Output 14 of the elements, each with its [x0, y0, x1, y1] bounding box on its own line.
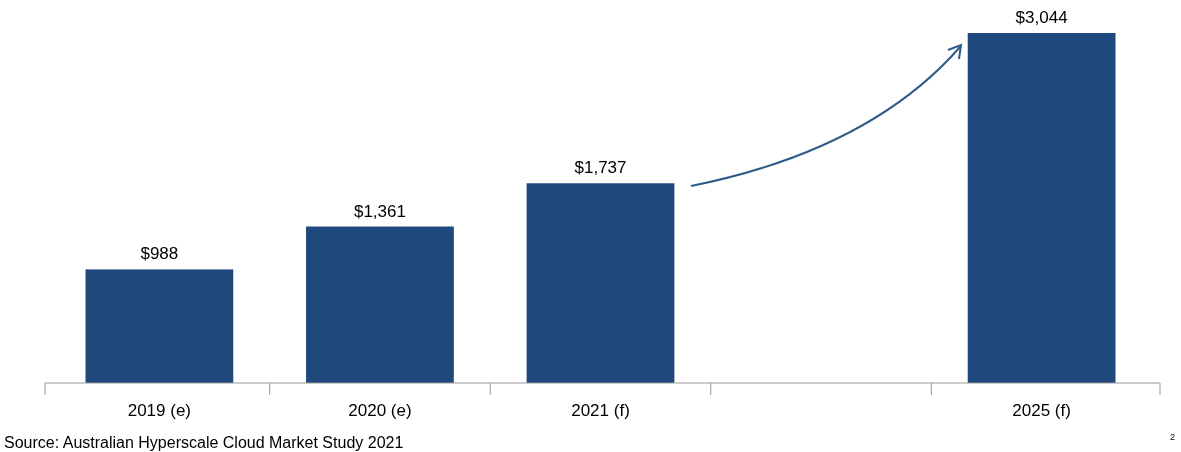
x-tick-label: 2020 (e)	[348, 401, 412, 420]
x-tick-label: 2021 (f)	[571, 401, 630, 420]
data-label: $1,737	[574, 158, 627, 178]
x-tick-label: 2019 (e)	[127, 401, 192, 420]
bar	[526, 183, 675, 383]
text: 2	[1170, 432, 1176, 442]
data-label: $988	[140, 244, 179, 264]
data-label: $3,044	[1015, 8, 1068, 27]
data-label: $1,361	[353, 201, 406, 221]
x-tick-label: 2025 (f)	[1012, 401, 1071, 420]
source-note: Source: Australian Hyperscale Cloud Market Study 2021	[4, 434, 404, 451]
bar	[85, 269, 234, 383]
bar	[967, 33, 1116, 383]
bar	[306, 226, 454, 383]
